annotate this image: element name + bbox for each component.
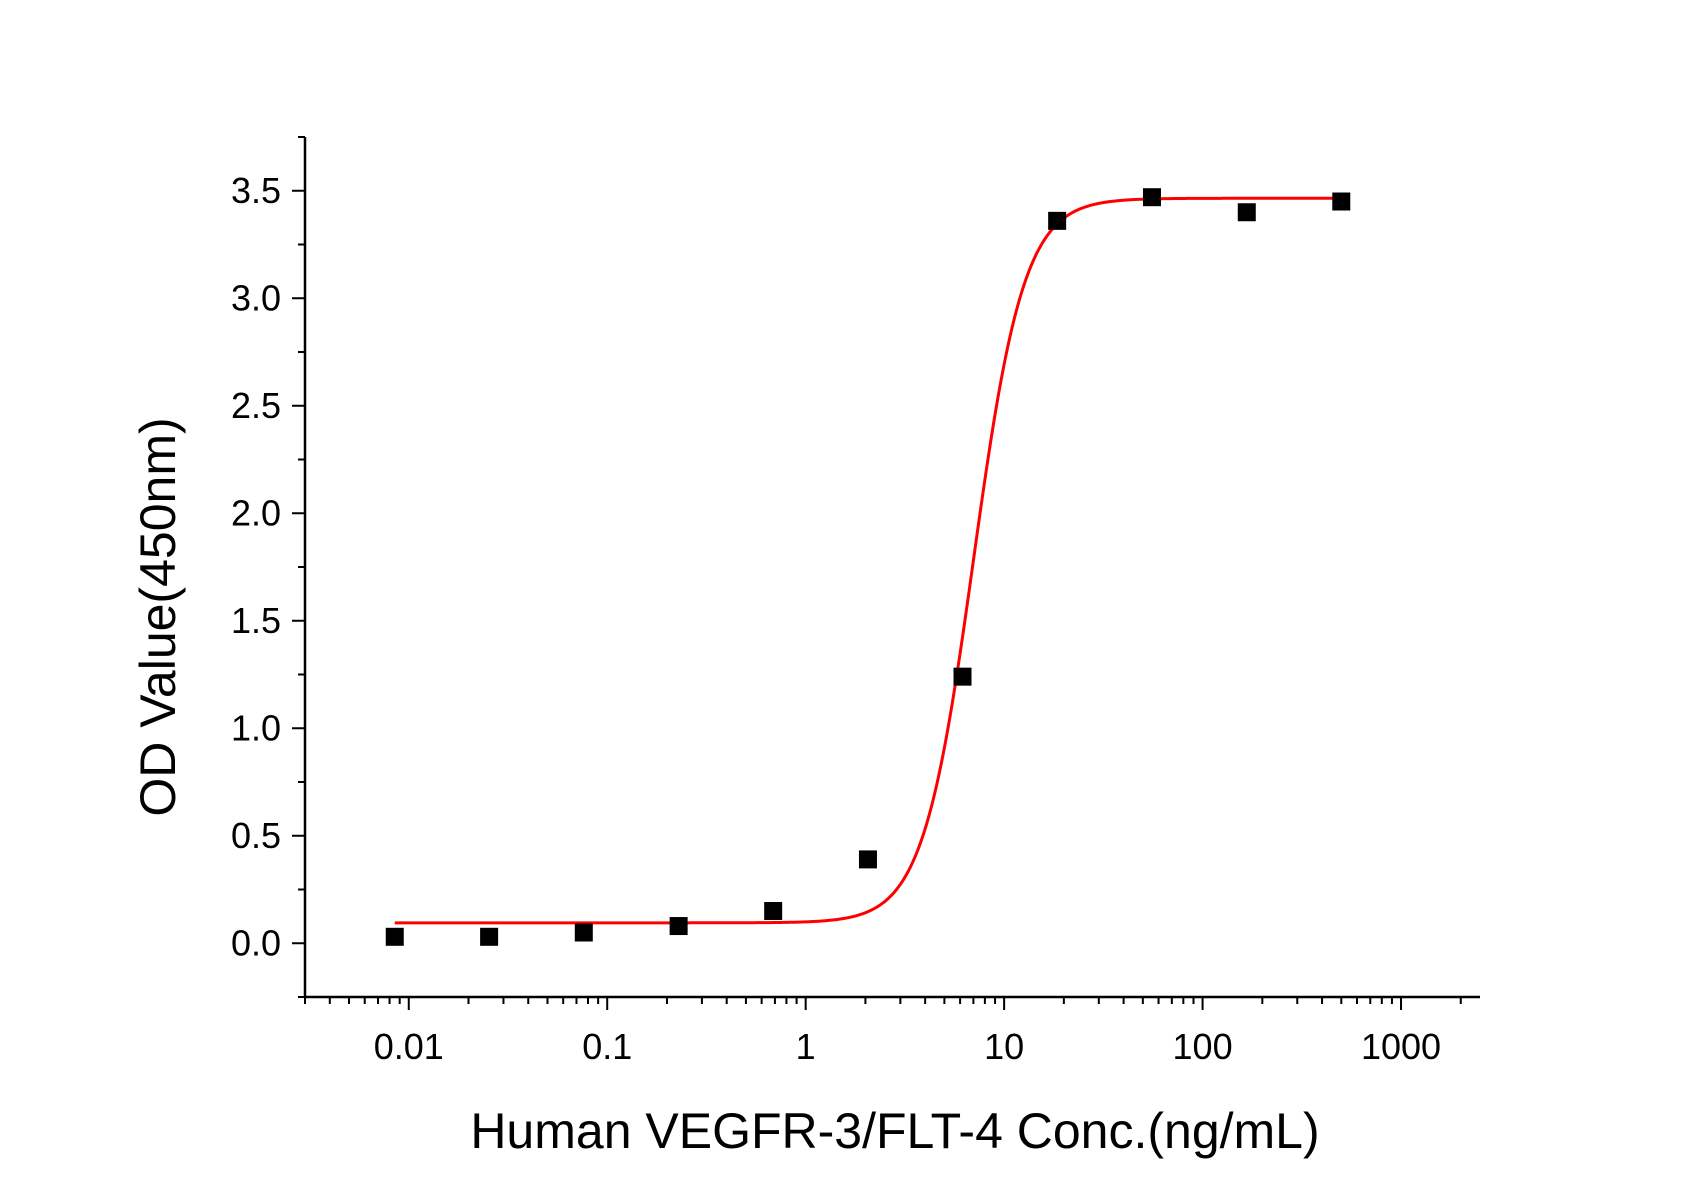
data-point (574, 923, 593, 942)
data-point (385, 927, 404, 946)
x-axis-ticks: 0.01 0.1 1 10 100 1000 (304, 997, 1462, 1067)
axes (303, 137, 1480, 999)
data-point (1332, 192, 1351, 211)
y-tick-label: 1.0 (231, 707, 281, 748)
fit-curve (394, 196, 1342, 925)
fit-curve-group (394, 196, 1342, 925)
y-tick-label: 3.0 (231, 277, 281, 318)
data-points (385, 188, 1351, 946)
y-tick-label: 2.5 (231, 385, 281, 426)
y-tick-label: 1.5 (231, 600, 281, 641)
y-tick-label: 2.0 (231, 492, 281, 533)
y-tick-label: 0.5 (231, 815, 281, 856)
x-axis-title: Human VEGFR-3/FLT-4 Conc.(ng/mL) (470, 1103, 1319, 1159)
x-tick-label: 0.1 (582, 1026, 632, 1067)
data-point (1142, 188, 1161, 207)
data-point (1237, 203, 1256, 222)
x-tick-label: 1 (796, 1026, 816, 1067)
data-point (480, 927, 499, 946)
data-point (858, 850, 877, 869)
x-tick-label: 10 (984, 1026, 1024, 1067)
x-tick-label: 0.01 (374, 1026, 444, 1067)
y-axis-title: OD Value(450nm) (130, 417, 186, 816)
data-point (953, 667, 972, 686)
x-tick-label: 100 (1173, 1026, 1233, 1067)
data-point (1048, 211, 1067, 230)
y-axis-ticks: 0.0 0.5 1.0 1.5 2.0 2.5 3.0 3.5 (231, 136, 305, 998)
y-tick-label: 0.0 (231, 922, 281, 963)
data-point (764, 902, 783, 920)
data-point (669, 917, 688, 936)
x-tick-label: 1000 (1361, 1026, 1441, 1067)
y-tick-label: 3.5 (231, 170, 281, 211)
